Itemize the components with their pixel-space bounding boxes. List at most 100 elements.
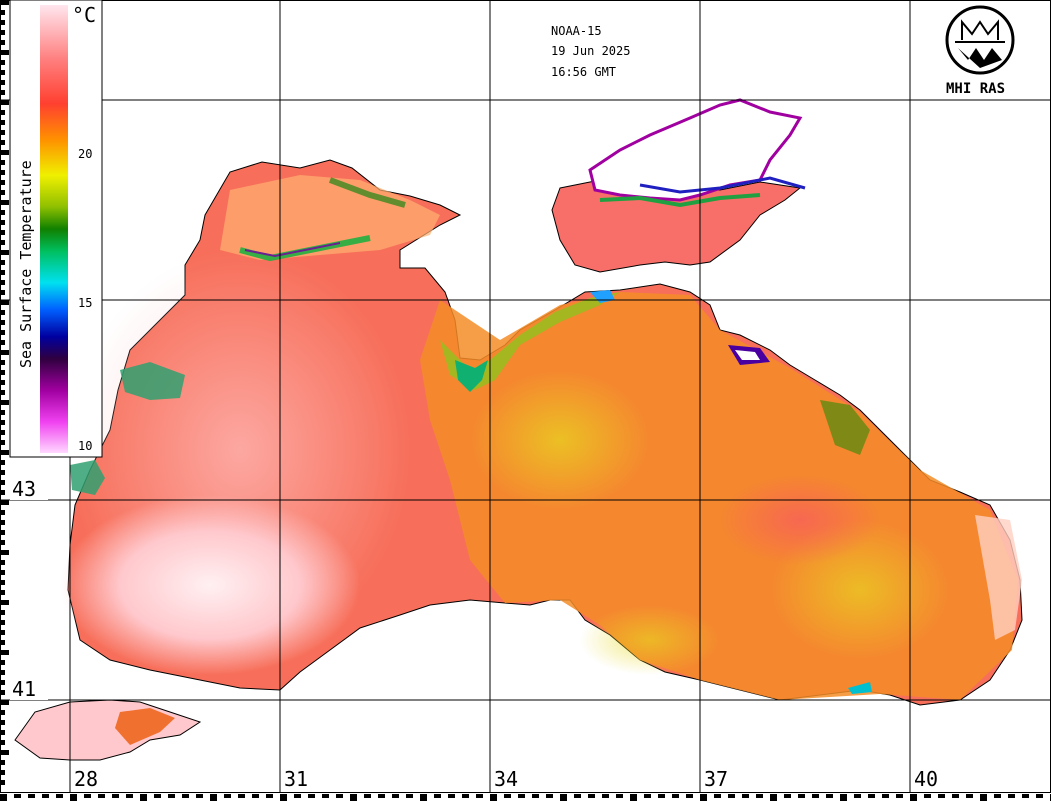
left-tick bbox=[0, 700, 9, 705]
bottom-tick bbox=[252, 794, 259, 798]
bottom-tick bbox=[840, 794, 847, 801]
acquisition-time: 16:56 GMT bbox=[551, 65, 616, 79]
left-tick bbox=[0, 710, 5, 715]
left-tick bbox=[0, 670, 5, 675]
bottom-tick bbox=[882, 794, 889, 798]
left-tick bbox=[0, 630, 5, 635]
left-tick bbox=[0, 380, 5, 385]
left-edge-ticks bbox=[0, 0, 9, 785]
sea-of-marmara bbox=[14, 699, 202, 761]
bottom-tick bbox=[980, 794, 987, 801]
bottom-tick bbox=[784, 794, 791, 798]
northwest-purple-filament bbox=[244, 242, 341, 258]
satellite-name: NOAA-15 bbox=[551, 24, 602, 38]
left-tick bbox=[0, 470, 5, 475]
left-tick bbox=[0, 560, 5, 565]
left-tick bbox=[0, 570, 5, 575]
left-tick bbox=[0, 530, 5, 535]
left-tick bbox=[0, 250, 9, 255]
left-tick bbox=[0, 130, 5, 135]
warm-patch-east bbox=[720, 475, 880, 565]
bottom-tick bbox=[1036, 794, 1043, 798]
bottom-edge-ticks bbox=[0, 794, 1051, 801]
acquisition-date: 19 Jun 2025 bbox=[551, 44, 630, 58]
left-tick bbox=[0, 680, 5, 685]
bottom-tick bbox=[700, 794, 707, 801]
bottom-tick bbox=[0, 794, 7, 801]
bottom-tick bbox=[98, 794, 105, 798]
bottom-tick bbox=[616, 794, 623, 798]
left-tick bbox=[0, 320, 5, 325]
colorbar-tick-10: 10 bbox=[78, 439, 92, 453]
left-tick bbox=[0, 400, 9, 405]
left-tick bbox=[0, 110, 5, 115]
bottom-tick bbox=[238, 794, 245, 798]
bottom-tick bbox=[140, 794, 147, 801]
cold-band-east bbox=[820, 400, 870, 455]
bottom-tick bbox=[448, 794, 455, 798]
left-tick bbox=[0, 580, 5, 585]
mhi-ras-logo: MHI RAS bbox=[945, 5, 1015, 97]
left-tick bbox=[0, 80, 5, 85]
colorbar-unit: °C bbox=[72, 3, 96, 27]
bottom-tick bbox=[196, 794, 203, 798]
bottom-tick bbox=[350, 794, 357, 801]
left-tick bbox=[0, 160, 5, 165]
colorbar-tick-20: 20 bbox=[78, 147, 92, 161]
yellow-patch-central bbox=[470, 370, 650, 510]
bottom-tick bbox=[266, 794, 273, 798]
left-tick bbox=[0, 450, 9, 455]
bottom-tick bbox=[1022, 794, 1029, 798]
bottom-tick bbox=[868, 794, 875, 798]
bottom-tick bbox=[84, 794, 91, 798]
colorbar: °C 20 15 10 Sea Surface Temperature bbox=[9, 0, 103, 458]
left-tick bbox=[0, 300, 9, 305]
left-tick bbox=[0, 460, 5, 465]
left-tick bbox=[0, 150, 9, 155]
colorbar-tick-15: 15 bbox=[78, 296, 92, 310]
bottom-tick bbox=[588, 794, 595, 798]
bottom-tick bbox=[14, 794, 21, 798]
bottom-tick bbox=[126, 794, 133, 798]
bottom-tick bbox=[420, 794, 427, 801]
left-tick bbox=[0, 760, 5, 765]
left-tick bbox=[0, 190, 5, 195]
bottom-tick bbox=[574, 794, 581, 798]
bottom-tick bbox=[658, 794, 665, 798]
latitude-labels: 43 41 bbox=[10, 477, 48, 701]
left-tick bbox=[0, 330, 5, 335]
left-tick bbox=[0, 70, 5, 75]
bottom-tick bbox=[532, 794, 539, 798]
cold-spot-southeast bbox=[848, 682, 872, 694]
bottom-tick bbox=[434, 794, 441, 798]
lat-label-41-bg bbox=[10, 678, 48, 700]
left-tick bbox=[0, 30, 5, 35]
bottom-tick bbox=[560, 794, 567, 801]
left-tick bbox=[0, 510, 5, 515]
left-tick bbox=[0, 210, 5, 215]
left-tick bbox=[0, 590, 5, 595]
left-tick bbox=[0, 50, 9, 55]
left-tick bbox=[0, 120, 5, 125]
lon-label-37: 37 bbox=[704, 767, 728, 791]
left-tick bbox=[0, 770, 5, 775]
left-tick bbox=[0, 520, 5, 525]
black-sea bbox=[60, 159, 1023, 706]
marmara-body bbox=[14, 699, 202, 761]
bottom-tick bbox=[112, 794, 119, 798]
bottom-tick bbox=[798, 794, 805, 798]
left-tick bbox=[0, 440, 5, 445]
bottom-tick bbox=[280, 794, 287, 801]
left-tick bbox=[0, 410, 5, 415]
left-tick bbox=[0, 360, 5, 365]
marmara-warm-east bbox=[115, 708, 175, 745]
left-tick bbox=[0, 290, 5, 295]
left-tick bbox=[0, 370, 5, 375]
logo-mark bbox=[955, 19, 1005, 43]
left-tick bbox=[0, 230, 5, 235]
warmest-southwest-zone bbox=[60, 495, 360, 675]
left-tick bbox=[0, 490, 5, 495]
header: NOAA-15 19 Jun 2025 16:56 GMT bbox=[551, 24, 630, 79]
left-tick bbox=[0, 420, 5, 425]
